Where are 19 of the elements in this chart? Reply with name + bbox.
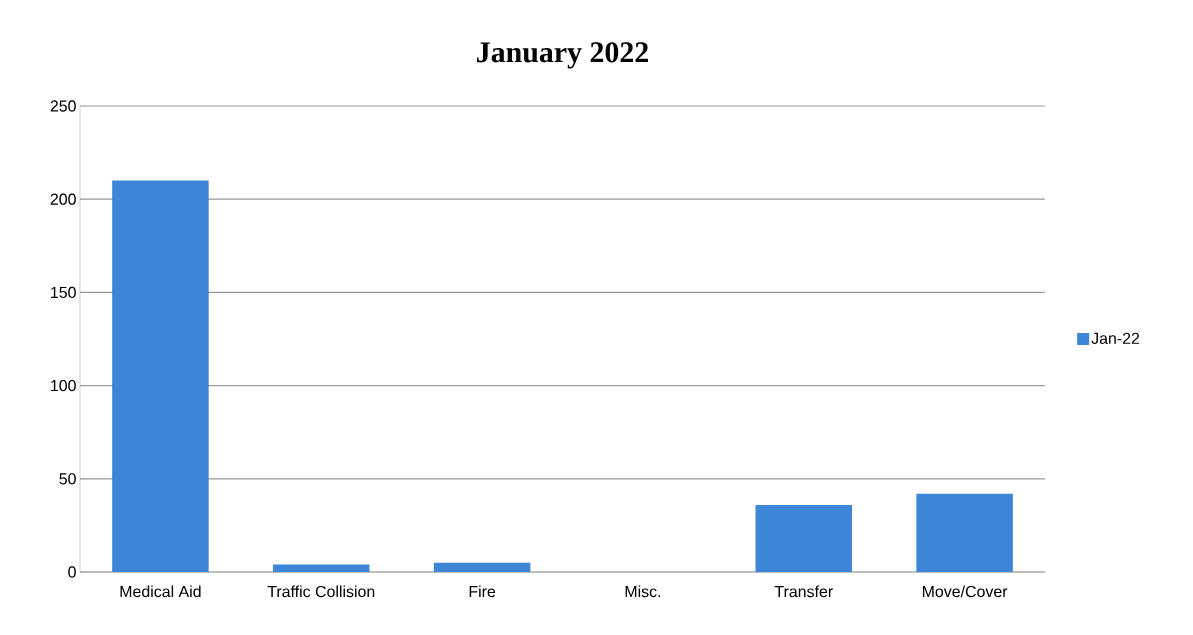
bar <box>112 180 209 572</box>
bar <box>755 504 853 572</box>
y-tick-label: 50 <box>59 473 76 485</box>
x-tick-label: Medical Aid <box>120 585 201 598</box>
x-tick-label: Fire <box>469 585 496 598</box>
x-tick-label: Misc. <box>625 585 661 598</box>
y-tick-label: 100 <box>51 379 76 392</box>
y-tick-label: 200 <box>50 193 76 205</box>
y-tick-label: 250 <box>50 100 76 112</box>
bar <box>916 493 1013 572</box>
bar <box>433 562 531 572</box>
x-tick-label: Move/Cover <box>922 585 1008 598</box>
bar <box>273 564 370 572</box>
legend-label: Jan-22 <box>1091 332 1140 344</box>
chart-title: January 2022 <box>477 42 648 69</box>
x-tick-label: Transfer <box>774 585 833 598</box>
x-tick-label: Traffic Collision <box>267 585 375 598</box>
y-tick-label: 150 <box>51 286 76 299</box>
y-tick-label: 0 <box>68 566 76 578</box>
